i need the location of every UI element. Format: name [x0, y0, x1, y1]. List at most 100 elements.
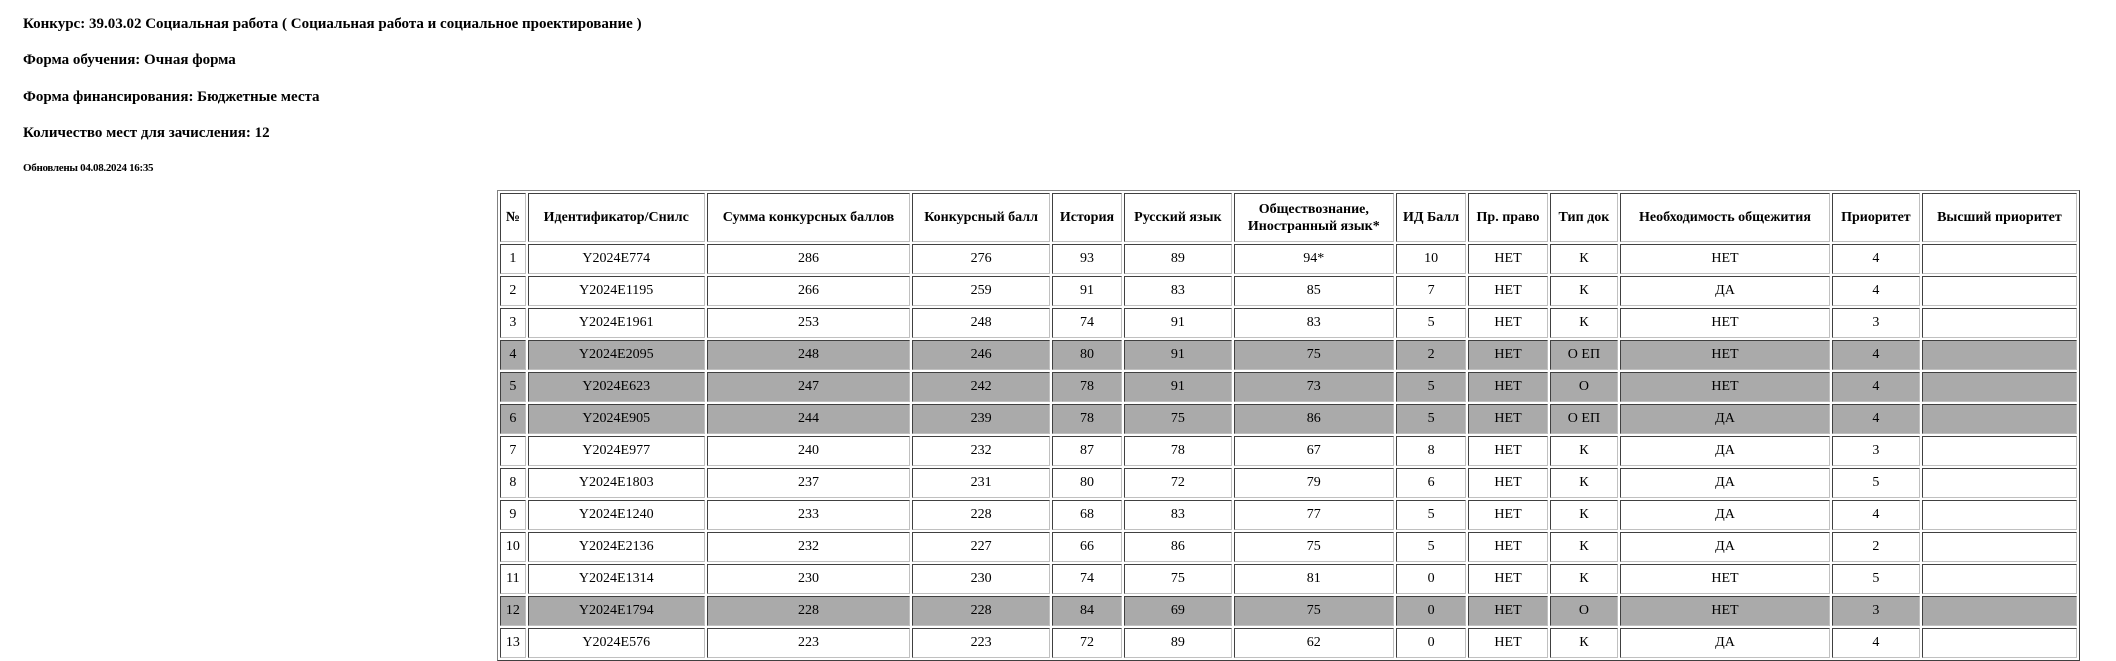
- col-social-studies-foreign-cell: 85: [1233, 276, 1394, 306]
- col-doc-type-cell: К: [1549, 500, 1619, 530]
- col-history-cell: 74: [1051, 308, 1123, 338]
- col-doc-type-header: Тип док: [1549, 193, 1619, 242]
- col-id-score-cell: 7: [1395, 276, 1467, 306]
- col-social-studies-foreign-cell: 75: [1233, 596, 1394, 626]
- col-preference-cell: НЕТ: [1468, 468, 1548, 498]
- col-doc-type-cell: К: [1549, 276, 1619, 306]
- col-highest-priority-cell: [1921, 276, 2077, 306]
- col-russian-cell: 78: [1124, 436, 1232, 466]
- col-social-studies-foreign-cell: 67: [1233, 436, 1394, 466]
- table-row: 5 Y2024E623 247 242 78 91 73 5 НЕТ О НЕТ 4: [500, 372, 2077, 402]
- col-social-studies-foreign-cell: 77: [1233, 500, 1394, 530]
- col-highest-priority-cell: [1921, 628, 2077, 658]
- col-identifier-cell: Y2024E1803: [527, 468, 705, 498]
- col-competition-score-cell: 232: [912, 436, 1050, 466]
- col-social-studies-foreign-cell: 75: [1233, 532, 1394, 562]
- col-number-cell: 6: [500, 404, 526, 434]
- col-competition-score-cell: 248: [912, 308, 1050, 338]
- col-doc-type-cell: К: [1549, 532, 1619, 562]
- col-total-score-cell: 248: [706, 340, 911, 370]
- col-highest-priority-cell: [1921, 500, 2077, 530]
- col-total-score-cell: 232: [706, 532, 911, 562]
- col-dormitory-cell: НЕТ: [1620, 244, 1830, 274]
- col-total-score-cell: 266: [706, 276, 911, 306]
- col-russian-cell: 91: [1124, 308, 1232, 338]
- col-russian-cell: 86: [1124, 532, 1232, 562]
- col-competition-score-cell: 246: [912, 340, 1050, 370]
- col-history-cell: 84: [1051, 596, 1123, 626]
- col-priority-header: Приоритет: [1831, 193, 1920, 242]
- col-total-score-header: Сумма конкурсных баллов: [706, 193, 911, 242]
- col-identifier-cell: Y2024E1195: [527, 276, 705, 306]
- updated-timestamp: Обновлены 04.08.2024 16:35: [23, 162, 154, 174]
- col-priority-cell: 4: [1831, 404, 1920, 434]
- col-priority-cell: 5: [1831, 564, 1920, 594]
- col-highest-priority-cell: [1921, 372, 2077, 402]
- col-social-studies-foreign-cell: 75: [1233, 340, 1394, 370]
- col-history-cell: 78: [1051, 404, 1123, 434]
- col-priority-cell: 4: [1831, 340, 1920, 370]
- col-identifier-cell: Y2024E905: [527, 404, 705, 434]
- col-history-cell: 78: [1051, 372, 1123, 402]
- col-id-score-cell: 8: [1395, 436, 1467, 466]
- col-highest-priority-cell: [1921, 308, 2077, 338]
- col-competition-score-cell: 259: [912, 276, 1050, 306]
- col-doc-type-cell: К: [1549, 564, 1619, 594]
- col-id-score-cell: 0: [1395, 628, 1467, 658]
- col-preference-cell: НЕТ: [1468, 308, 1548, 338]
- col-highest-priority-cell: [1921, 596, 2077, 626]
- col-preference-cell: НЕТ: [1468, 276, 1548, 306]
- col-russian-cell: 91: [1124, 372, 1232, 402]
- col-history-header: История: [1051, 193, 1123, 242]
- col-total-score-cell: 223: [706, 628, 911, 658]
- col-identifier-cell: Y2024E576: [527, 628, 705, 658]
- col-priority-cell: 2: [1831, 532, 1920, 562]
- col-id-score-cell: 5: [1395, 308, 1467, 338]
- col-total-score-cell: 253: [706, 308, 911, 338]
- table-header-row: № Идентификатор/Снилс Сумма конкурсных бал…: [500, 193, 2077, 242]
- col-competition-score-cell: 228: [912, 596, 1050, 626]
- table-row: 9 Y2024E1240 233 228 68 83 77 5 НЕТ К ДА 4: [500, 500, 2077, 530]
- col-identifier-cell: Y2024E2095: [527, 340, 705, 370]
- col-russian-cell: 89: [1124, 628, 1232, 658]
- col-identifier-cell: Y2024E977: [527, 436, 705, 466]
- col-dormitory-cell: НЕТ: [1620, 308, 1830, 338]
- col-dormitory-cell: ДА: [1620, 276, 1830, 306]
- col-number-cell: 5: [500, 372, 526, 402]
- col-preference-cell: НЕТ: [1468, 564, 1548, 594]
- col-total-score-cell: 233: [706, 500, 911, 530]
- table-row: 11 Y2024E1314 230 230 74 75 81 0 НЕТ К НЕТ 5: [500, 564, 2077, 594]
- col-number-cell: 11: [500, 564, 526, 594]
- col-russian-header: Русский язык: [1124, 193, 1232, 242]
- col-id-score-cell: 0: [1395, 564, 1467, 594]
- col-preference-cell: НЕТ: [1468, 372, 1548, 402]
- table-row: 1 Y2024E774 286 276 93 89 94* 10 НЕТ К НЕТ 4: [500, 244, 2077, 274]
- places-count: Количество мест для зачисления: 12: [23, 125, 270, 141]
- col-preference-cell: НЕТ: [1468, 500, 1548, 530]
- col-number-cell: 8: [500, 468, 526, 498]
- col-total-score-cell: 244: [706, 404, 911, 434]
- col-doc-type-cell: О ЕП: [1549, 404, 1619, 434]
- col-history-cell: 80: [1051, 468, 1123, 498]
- col-preference-cell: НЕТ: [1468, 340, 1548, 370]
- col-id-score-cell: 5: [1395, 404, 1467, 434]
- col-priority-cell: 4: [1831, 500, 1920, 530]
- col-number-header: №: [500, 193, 526, 242]
- col-highest-priority-cell: [1921, 404, 2077, 434]
- col-preference-cell: НЕТ: [1468, 244, 1548, 274]
- col-competition-score-header: Конкурсный балл: [912, 193, 1050, 242]
- col-highest-priority-cell: [1921, 532, 2077, 562]
- table-row: 10 Y2024E2136 232 227 66 86 75 5 НЕТ К ДА 2: [500, 532, 2077, 562]
- table-row: 4 Y2024E2095 248 246 80 91 75 2 НЕТ О ЕП НЕТ 4: [500, 340, 2077, 370]
- col-preference-header: Пр. право: [1468, 193, 1548, 242]
- col-russian-cell: 72: [1124, 468, 1232, 498]
- table-row: 13 Y2024E576 223 223 72 89 62 0 НЕТ К ДА 4: [500, 628, 2077, 658]
- col-priority-cell: 4: [1831, 628, 1920, 658]
- col-social-studies-foreign-cell: 79: [1233, 468, 1394, 498]
- col-doc-type-cell: К: [1549, 436, 1619, 466]
- table-row: 2 Y2024E1195 266 259 91 83 85 7 НЕТ К ДА 4: [500, 276, 2077, 306]
- funding-form: Форма финансирования: Бюджетные места: [23, 89, 320, 105]
- col-dormitory-cell: НЕТ: [1620, 340, 1830, 370]
- competition-title: Конкурс: 39.03.02 Социальная работа ( Со…: [23, 16, 642, 32]
- col-identifier-cell: Y2024E2136: [527, 532, 705, 562]
